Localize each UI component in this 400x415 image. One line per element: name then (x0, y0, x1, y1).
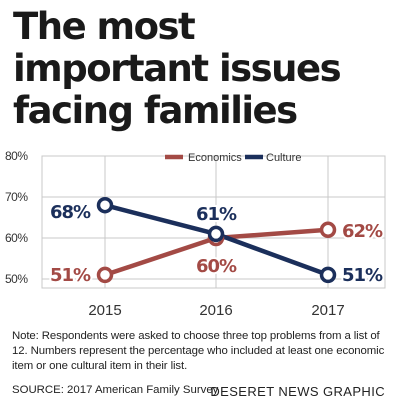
y-tick-label: 50% (5, 272, 28, 286)
y-tick-label: 80% (5, 149, 28, 163)
x-tick-label: 2016 (199, 302, 232, 319)
data-point-culture-2015 (96, 196, 114, 214)
plot-frame (41, 155, 386, 289)
data-point-economics-2015 (96, 266, 114, 284)
data-label-economics-2016: 60% (196, 256, 237, 277)
title-line-2: important issues (13, 47, 342, 90)
title-line-1: The most (13, 5, 196, 48)
y-tick-label: 70% (5, 190, 28, 204)
x-tick-label: 2017 (311, 302, 344, 319)
data-point-economics-2017 (319, 221, 337, 239)
data-label-culture-2016: 61% (196, 204, 237, 225)
data-label-culture-2017: 51% (342, 265, 383, 286)
data-label-economics-2015: 51% (50, 265, 91, 286)
line-chart: 50% 60% 70% 80% 2015 2016 2017 Economics Culture… (5, 149, 386, 319)
legend-label-economics: Economics (188, 152, 242, 164)
legend-label-culture: Culture (266, 152, 301, 164)
data-label-economics-2017: 62% (342, 221, 383, 242)
data-point-culture-2017 (319, 266, 337, 284)
chart-title: The most important issues facing familie… (13, 6, 393, 132)
data-label-culture-2015: 68% (50, 202, 91, 223)
footnote: Note: Respondents were asked to choose t… (12, 330, 385, 372)
y-tick-label: 60% (5, 231, 28, 245)
data-point-culture-2016 (207, 225, 225, 243)
source-line: SOURCE: 2017 American Family Survey (12, 384, 219, 396)
title-line-3: facing families (13, 89, 298, 132)
x-tick-label: 2015 (88, 302, 121, 319)
graphic-credit: DESERET NEWS GRAPHIC (210, 384, 385, 399)
